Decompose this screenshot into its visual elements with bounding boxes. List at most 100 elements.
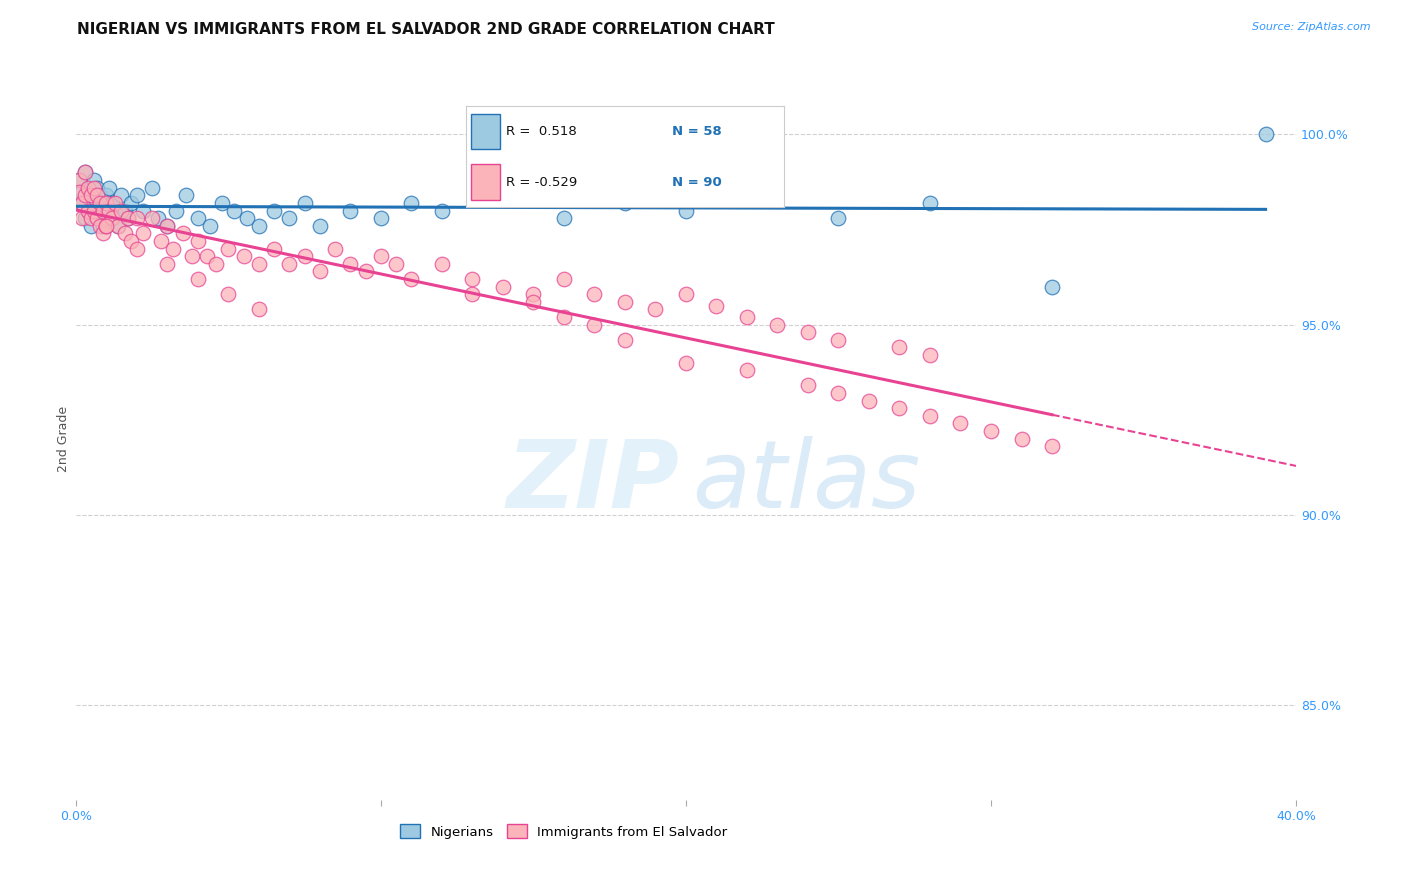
Point: [98, 180, 121, 194]
Point: [827, 386, 849, 401]
Point: [401, 195, 423, 210]
Point: [80, 211, 103, 226]
Point: [125, 188, 148, 202]
Legend: Nigerians, Immigrants from El Salvador: Nigerians, Immigrants from El Salvador: [395, 819, 733, 844]
Point: [827, 211, 849, 226]
Point: [156, 219, 179, 233]
Point: [553, 211, 575, 226]
Point: [430, 257, 453, 271]
Point: [370, 249, 392, 263]
Point: [247, 219, 270, 233]
Point: [278, 211, 301, 226]
Point: [492, 279, 515, 293]
Point: [339, 257, 361, 271]
Point: [583, 287, 606, 301]
Text: NIGERIAN VS IMMIGRANTS FROM EL SALVADOR 2ND GRADE CORRELATION CHART: NIGERIAN VS IMMIGRANTS FROM EL SALVADOR …: [77, 22, 775, 37]
Point: [675, 287, 697, 301]
Point: [461, 272, 484, 286]
Point: [86, 180, 108, 194]
Point: [797, 378, 820, 392]
Point: [232, 249, 254, 263]
Point: [110, 203, 132, 218]
Point: [247, 257, 270, 271]
Point: [77, 203, 100, 218]
Point: [198, 219, 221, 233]
Point: [80, 188, 103, 202]
Point: [187, 211, 209, 226]
Point: [91, 203, 114, 218]
Point: [73, 165, 96, 179]
Point: [187, 234, 209, 248]
Point: [73, 211, 96, 226]
Point: [735, 310, 758, 324]
Point: [294, 195, 316, 210]
Point: [67, 185, 90, 199]
Point: [522, 287, 544, 301]
Point: [96, 203, 118, 218]
Point: [613, 294, 636, 309]
Point: [1040, 439, 1063, 453]
Point: [644, 302, 666, 317]
Point: [918, 409, 941, 423]
Point: [73, 165, 96, 179]
Point: [73, 188, 96, 202]
Point: [224, 203, 246, 218]
Point: [91, 227, 114, 241]
Point: [217, 242, 239, 256]
Point: [217, 287, 239, 301]
Point: [889, 340, 911, 354]
Point: [323, 242, 346, 256]
Point: [114, 203, 136, 218]
Point: [180, 249, 202, 263]
Point: [141, 211, 163, 226]
Point: [430, 203, 453, 218]
Point: [146, 211, 169, 226]
Point: [96, 195, 118, 210]
Point: [83, 180, 105, 194]
Point: [70, 195, 93, 210]
Point: [797, 325, 820, 339]
Point: [96, 219, 118, 233]
Point: [247, 302, 270, 317]
Point: [174, 188, 197, 202]
Point: [827, 333, 849, 347]
Point: [110, 188, 132, 202]
Point: [263, 203, 285, 218]
Point: [308, 264, 330, 278]
Point: [83, 203, 105, 218]
Point: [89, 195, 111, 210]
Point: [156, 257, 179, 271]
Point: [980, 424, 1002, 438]
Point: [675, 355, 697, 369]
Point: [354, 264, 377, 278]
Point: [735, 363, 758, 377]
Point: [120, 195, 142, 210]
Point: [83, 173, 105, 187]
Point: [120, 234, 142, 248]
Point: [889, 401, 911, 416]
Point: [77, 203, 100, 218]
Point: [156, 219, 179, 233]
Point: [77, 180, 100, 194]
Point: [70, 195, 93, 210]
Point: [706, 299, 728, 313]
Point: [104, 203, 127, 218]
Point: [205, 257, 228, 271]
Point: [1254, 128, 1277, 142]
Point: [80, 219, 103, 233]
Point: [294, 249, 316, 263]
Point: [117, 211, 139, 226]
Text: Source: ZipAtlas.com: Source: ZipAtlas.com: [1253, 22, 1371, 32]
Point: [172, 227, 194, 241]
Point: [132, 227, 155, 241]
Point: [80, 188, 103, 202]
Point: [67, 173, 90, 187]
Point: [98, 211, 121, 226]
Point: [83, 195, 105, 210]
Text: ZIP: ZIP: [508, 436, 681, 528]
Y-axis label: 2nd Grade: 2nd Grade: [58, 406, 70, 472]
Point: [339, 203, 361, 218]
Point: [162, 242, 184, 256]
Point: [583, 318, 606, 332]
Point: [67, 173, 90, 187]
